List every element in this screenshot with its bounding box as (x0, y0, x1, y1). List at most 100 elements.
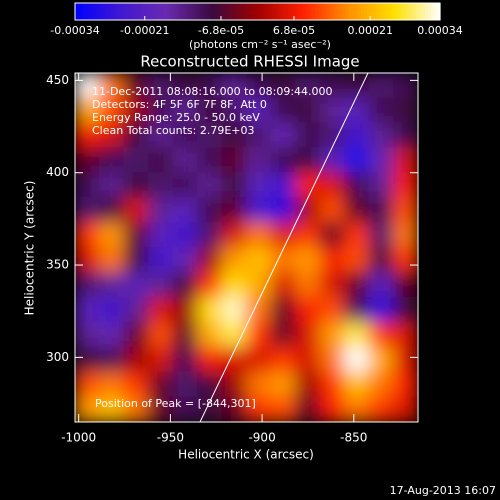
heat-cell (197, 371, 223, 398)
colorbar-tick-label: -0.00021 (120, 24, 169, 37)
heat-cell (368, 172, 394, 199)
colorbar-swatch (363, 3, 368, 20)
colorbar-swatch (126, 3, 131, 20)
heat-cell (344, 147, 370, 174)
heat-cell (295, 147, 321, 174)
limb-line (199, 73, 369, 422)
heat-cell (344, 122, 370, 149)
heat-cell (221, 396, 247, 422)
heat-cell (148, 371, 174, 398)
y-tick-label: 300 (46, 350, 69, 364)
colorbar-swatch (114, 3, 119, 20)
colorbar-swatch (300, 3, 304, 20)
heat-cell (344, 222, 370, 248)
colorbar-swatch (123, 3, 128, 20)
y-axis-label: Heliocentric Y (arcsec) (23, 181, 37, 316)
heat-cell (295, 122, 321, 149)
heat-cell (319, 371, 345, 398)
heat-cell (295, 172, 321, 199)
colorbar-swatch (151, 3, 155, 20)
colorbar-swatch (224, 3, 228, 20)
heat-cell (172, 172, 198, 199)
heat-cell (221, 222, 247, 248)
colorbar-swatch (360, 3, 365, 20)
heat-cell (368, 73, 394, 99)
colorbar-swatch (345, 3, 350, 20)
heat-cell (344, 73, 370, 99)
heat-cell (221, 122, 247, 149)
heat-cell (295, 271, 321, 298)
heat-cell (344, 346, 370, 373)
heat-cell (368, 147, 394, 174)
heat-cell (172, 222, 198, 248)
heat-cell (172, 122, 198, 149)
heat-cell (344, 396, 370, 422)
colorbar-swatch (281, 3, 286, 20)
colorbar: -0.00034 -0.00021 -6.8e-05 6.8e-05 0.00021 0.… (50, 2, 463, 37)
heat-cell (123, 222, 149, 248)
heat-cell (246, 172, 272, 199)
heat-cell (221, 296, 247, 323)
annotation: Clean Total counts: 2.79E+03 (92, 124, 255, 137)
colorbar-swatch (135, 3, 140, 20)
heat-cell (368, 396, 394, 422)
colorbar-swatch (248, 3, 253, 20)
heat-cell (393, 346, 418, 373)
x-tick-label: -850 (340, 431, 367, 445)
heat-cell (123, 147, 149, 174)
heat-cell (99, 97, 125, 124)
heat-cell (270, 73, 296, 99)
heat-cell (246, 271, 272, 298)
colorbar-swatch (144, 3, 149, 20)
colorbar-swatch (163, 3, 167, 20)
heat-cell (246, 147, 272, 174)
colorbar-swatch (93, 3, 97, 20)
colorbar-swatch (424, 3, 429, 20)
heat-cell (123, 296, 149, 323)
heat-cell (197, 147, 223, 174)
heat-cell (344, 97, 370, 124)
colorbar-swatch (169, 3, 173, 20)
colorbar-swatch (263, 3, 268, 20)
heat-cell (148, 396, 174, 422)
colorbar-swatch (245, 3, 249, 20)
y-tick-label: 450 (46, 73, 69, 87)
heat-cell (123, 73, 149, 99)
heat-cell (172, 97, 198, 124)
colorbar-swatch (251, 3, 256, 20)
heat-cell (270, 396, 296, 422)
colorbar-swatch (233, 3, 237, 20)
heat-cell (319, 147, 345, 174)
colorbar-swatch (117, 3, 122, 20)
heat-cell (393, 147, 418, 174)
heat-cell (270, 271, 296, 298)
heat-cell (99, 371, 125, 398)
x-axis-label: Heliocentric X (arcsec) (178, 448, 314, 462)
heat-cell (75, 346, 100, 373)
x-tick-label: -900 (248, 431, 275, 445)
heat-cell (368, 296, 394, 323)
colorbar-swatch (141, 3, 146, 20)
y-tick-label: 400 (46, 165, 69, 179)
colorbar-swatch (120, 3, 125, 20)
heat-cell (99, 197, 125, 224)
heat-cell (295, 97, 321, 124)
heat-cell (123, 396, 149, 422)
colorbar-swatch (190, 3, 195, 20)
heat-cell (172, 147, 198, 174)
heat-cell (246, 321, 272, 348)
colorbar-swatch (132, 3, 137, 20)
colorbar-swatch (400, 3, 405, 20)
heat-cell (221, 172, 247, 199)
heat-cell (246, 73, 272, 99)
colorbar-swatch (129, 3, 134, 20)
heat-cell (99, 321, 125, 348)
colorbar-swatch (436, 3, 441, 20)
colorbar-tick-label: 0.00021 (347, 24, 393, 37)
colorbar-swatch (111, 3, 116, 20)
colorbar-swatch (367, 3, 371, 20)
colorbar-swatch (96, 3, 100, 20)
heat-cell (148, 346, 174, 373)
colorbar-swatch (394, 3, 399, 20)
